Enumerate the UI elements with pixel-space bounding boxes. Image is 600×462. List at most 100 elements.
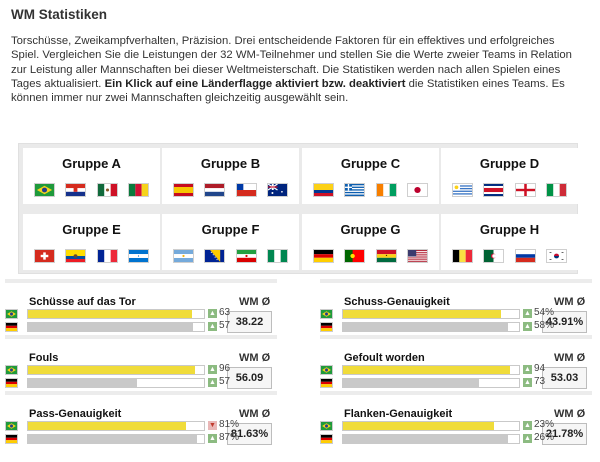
costa-rica-flag[interactable] (483, 183, 505, 197)
stat-bar (27, 378, 205, 388)
ecuador-flag[interactable] (65, 249, 87, 263)
stat-row-team2: ▲ 87% (5, 432, 239, 444)
stat-value: 96 (219, 363, 231, 374)
stat-block: Fouls WM Ø 56.09 ▲ 96 ▲ 57 (5, 335, 277, 391)
nigeria-flag[interactable] (266, 249, 288, 263)
stat-bar-fill (343, 310, 501, 318)
intro-bold: Ein Klick auf eine Länderflagge aktivier… (104, 77, 406, 90)
page-title: WM Statistiken (11, 7, 108, 22)
stat-bar (342, 378, 520, 388)
russia-flag[interactable] (514, 249, 536, 263)
uruguay-flag[interactable] (452, 183, 474, 197)
germany-flag[interactable] (320, 434, 333, 444)
stat-value: 23% (534, 419, 555, 430)
group-flags (441, 249, 578, 263)
stat-bar-fill (28, 310, 192, 318)
stat-row-team2: ▲ 57 (5, 320, 230, 332)
group-flags (302, 183, 439, 197)
netherlands-flag[interactable] (204, 183, 226, 197)
croatia-flag[interactable] (65, 183, 87, 197)
stat-bar-fill (343, 366, 510, 374)
spain-flag[interactable] (173, 183, 195, 197)
trend-up-icon: ▲ (208, 365, 217, 374)
group-7: Gruppe G (302, 214, 439, 270)
south-korea-flag[interactable] (545, 249, 567, 263)
switzerland-flag[interactable] (34, 249, 56, 263)
belgium-flag[interactable] (452, 249, 474, 263)
trend-up-icon: ▲ (523, 434, 532, 443)
brazil-flag[interactable] (320, 309, 333, 319)
stat-bar (342, 434, 520, 444)
chile-flag[interactable] (235, 183, 257, 197)
stat-separator (5, 279, 277, 283)
usa-flag[interactable] (406, 249, 428, 263)
stat-bar-fill (343, 435, 508, 443)
stat-bar-fill (343, 379, 479, 387)
stat-bar-fill (28, 366, 195, 374)
portugal-flag[interactable] (344, 249, 366, 263)
group-name: Gruppe C (340, 156, 401, 171)
australia-flag[interactable] (266, 183, 288, 197)
stat-separator (320, 391, 592, 395)
honduras-flag[interactable] (127, 249, 149, 263)
group-6: Gruppe F (162, 214, 299, 270)
stat-block: Gefoult worden WM Ø 53.03 ▲ 94 ▲ 73 (320, 335, 592, 391)
group-name: Gruppe D (479, 156, 540, 171)
iran-flag[interactable] (235, 249, 257, 263)
cameroon-flag[interactable] (127, 183, 149, 197)
germany-flag[interactable] (320, 322, 333, 332)
ghana-flag[interactable] (375, 249, 397, 263)
brazil-flag[interactable] (34, 183, 56, 197)
stat-separator (5, 335, 277, 339)
intro-text: Torschüsse, Zweikampfverhalten, Präzisio… (11, 34, 583, 105)
england-flag[interactable] (514, 183, 536, 197)
stat-separator (5, 391, 277, 395)
brazil-flag[interactable] (5, 309, 18, 319)
stat-value: 58% (534, 320, 555, 331)
ivory-coast-flag[interactable] (375, 183, 397, 197)
greece-flag[interactable] (344, 183, 366, 197)
wm-average-label: WM Ø (554, 408, 586, 420)
germany-flag[interactable] (5, 378, 18, 388)
groups-panel: Gruppe A Gruppe B Gruppe C Gruppe D Gruppe E… (18, 143, 578, 274)
intro-part-2: die Statistiken eines Teams. Es können i… (11, 77, 565, 105)
stat-bar-fill (28, 379, 137, 387)
group-8: Gruppe H (441, 214, 578, 270)
germany-flag[interactable] (5, 434, 18, 444)
stat-block: Flanken-Genauigkeit WM Ø 21.78% ▲ 23% ▲ 26% (320, 391, 592, 447)
wm-average-label: WM Ø (239, 408, 271, 420)
japan-flag[interactable] (406, 183, 428, 197)
germany-flag[interactable] (320, 378, 333, 388)
group-1: Gruppe A (23, 148, 160, 204)
brazil-flag[interactable] (5, 421, 18, 431)
brazil-flag[interactable] (5, 365, 18, 375)
stat-bar (27, 421, 205, 431)
france-flag[interactable] (96, 249, 118, 263)
group-flags (23, 249, 160, 263)
stat-bar (27, 365, 205, 375)
wm-average-value: 38.22 (227, 311, 272, 333)
stat-separator (320, 335, 592, 339)
group-4: Gruppe D (441, 148, 578, 204)
argentina-flag[interactable] (173, 249, 195, 263)
italy-flag[interactable] (545, 183, 567, 197)
stat-bar-fill (28, 323, 193, 331)
mexico-flag[interactable] (96, 183, 118, 197)
group-name: Gruppe E (62, 222, 121, 237)
germany-flag[interactable] (5, 322, 18, 332)
group-3: Gruppe C (302, 148, 439, 204)
brazil-flag[interactable] (320, 365, 333, 375)
brazil-flag[interactable] (320, 421, 333, 431)
stat-value: 26% (534, 432, 555, 443)
stat-row-team2: ▲ 58% (320, 320, 554, 332)
stat-value: 87% (219, 432, 240, 443)
stat-row-team1: ▲ 23% (320, 419, 554, 431)
group-name: Gruppe H (479, 222, 540, 237)
colombia-flag[interactable] (313, 183, 335, 197)
stat-bar (342, 365, 520, 375)
bosnia-flag[interactable] (204, 249, 226, 263)
germany-flag[interactable] (313, 249, 335, 263)
algeria-flag[interactable] (483, 249, 505, 263)
trend-up-icon: ▲ (523, 322, 532, 331)
stat-row-team1: ▼ 81% (5, 419, 239, 431)
